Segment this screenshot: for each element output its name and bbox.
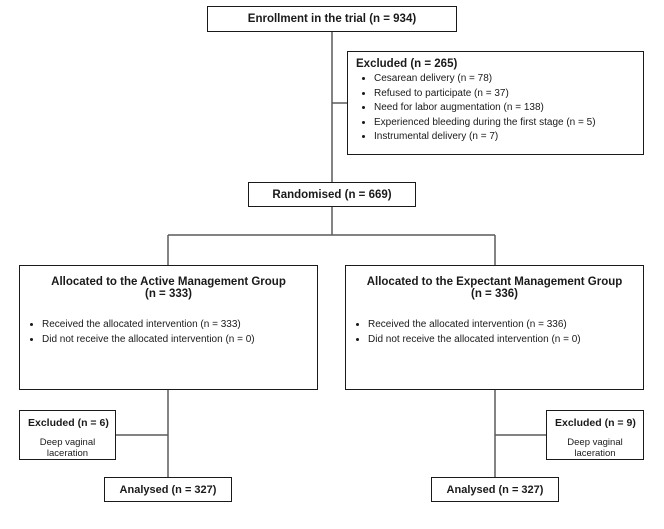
excluded-item: Cesarean delivery (n = 78)	[374, 72, 635, 87]
left-analysed-title: Analysed (n = 327)	[120, 484, 217, 496]
excluded-item: Experienced bleeding during the first st…	[374, 116, 635, 131]
left-allocated-title2: (n = 333)	[28, 288, 309, 300]
excluded-item: Need for labor augmentation (n = 138)	[374, 101, 635, 116]
left-excluded-title: Excluded (n = 6)	[28, 417, 107, 429]
excluded-item: Instrumental delivery (n = 7)	[374, 130, 635, 145]
right-analysed-box: Analysed (n = 327)	[431, 477, 559, 502]
excluded-top-box: Excluded (n = 265) Cesarean delivery (n …	[347, 51, 644, 155]
right-allocated-title1: Allocated to the Expectant Management Gr…	[354, 276, 635, 288]
left-not-received: Did not receive the allocated interventi…	[42, 333, 309, 348]
enrollment-box: Enrollment in the trial (n = 934)	[207, 6, 457, 32]
right-allocated-title2: (n = 336)	[354, 288, 635, 300]
left-allocated-list: Received the allocated intervention (n =…	[28, 318, 309, 347]
excluded-top-title: Excluded (n = 265)	[356, 58, 635, 70]
left-excluded-box: Excluded (n = 6) Deep vaginal laceration	[19, 410, 116, 460]
randomised-title: Randomised (n = 669)	[272, 189, 391, 201]
excluded-item: Refused to participate (n = 37)	[374, 87, 635, 102]
left-analysed-box: Analysed (n = 327)	[104, 477, 232, 502]
right-excluded-reason: Deep vaginal laceration	[555, 437, 635, 460]
right-allocated-box: Allocated to the Expectant Management Gr…	[345, 265, 644, 390]
randomised-box: Randomised (n = 669)	[248, 182, 416, 207]
right-received: Received the allocated intervention (n =…	[368, 318, 635, 333]
right-excluded-box: Excluded (n = 9) Deep vaginal laceration	[546, 410, 644, 460]
right-excluded-title: Excluded (n = 9)	[555, 417, 635, 429]
right-not-received: Did not receive the allocated interventi…	[368, 333, 635, 348]
left-excluded-reason: Deep vaginal laceration	[28, 437, 107, 460]
right-analysed-title: Analysed (n = 327)	[447, 484, 544, 496]
enrollment-title: Enrollment in the trial (n = 934)	[248, 13, 416, 25]
left-received: Received the allocated intervention (n =…	[42, 318, 309, 333]
right-allocated-list: Received the allocated intervention (n =…	[354, 318, 635, 347]
left-allocated-box: Allocated to the Active Management Group…	[19, 265, 318, 390]
excluded-top-list: Cesarean delivery (n = 78) Refused to pa…	[356, 72, 635, 145]
left-allocated-title1: Allocated to the Active Management Group	[28, 276, 309, 288]
